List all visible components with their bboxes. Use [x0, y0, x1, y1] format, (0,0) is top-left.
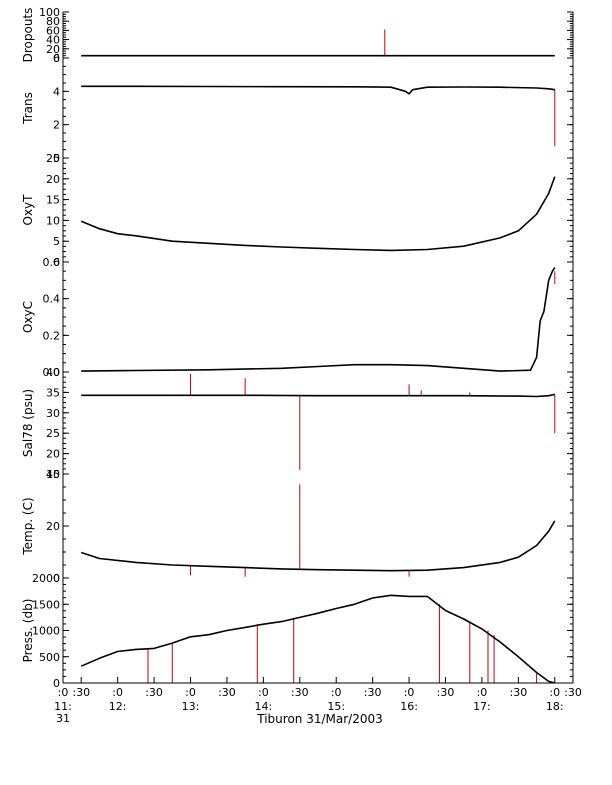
- panel-5-ylabel: Temp. (C): [21, 497, 35, 555]
- panel-3-ytick-label: 0.2: [43, 329, 61, 342]
- x-axis-label: Tiburon 31/Mar/2003: [256, 712, 382, 726]
- x-tick-label: :0: [258, 686, 269, 699]
- panel-6-series-line: [80, 594, 556, 684]
- panel-4-ytick-label: 25: [46, 427, 60, 440]
- panel-2-series-line: [80, 176, 556, 252]
- panel-5-ytick-label: 20: [46, 520, 60, 533]
- panel-2-ytick-label: 25: [46, 152, 60, 165]
- x-tick-label: :30: [364, 686, 382, 699]
- panel-0-ytick-label: 40: [46, 34, 60, 47]
- panel-6-ytick-label: 1000: [32, 625, 60, 638]
- x-tick-hour-label: 11:: [54, 700, 72, 713]
- x-tick-hour-label: 15:: [327, 700, 345, 713]
- x-tick-label: :30: [72, 686, 90, 699]
- panel-2-ytick-label: 20: [46, 173, 60, 186]
- panel-4-ytick-label: 30: [46, 407, 60, 420]
- panel-2-ytick-label: 10: [46, 214, 60, 227]
- x-tick-hour-label: 13:: [182, 700, 200, 713]
- panel-5-ytick-label: 40: [46, 468, 60, 481]
- panel-0-ytick-label: 0: [53, 52, 60, 65]
- x-tick-day-label: 31: [56, 712, 70, 725]
- x-tick-hour-label: 14:: [255, 700, 273, 713]
- panel-6-ytick-label: 2000: [32, 572, 60, 585]
- x-tick-hour-label: 12:: [109, 700, 127, 713]
- panel-5-ytick-label: 0: [53, 572, 60, 585]
- panel-6-ylabel: Press. (db): [21, 599, 35, 663]
- panel-4: 15 20 25 30 35 40 Sal78 (psu): [21, 366, 574, 481]
- x-tick-label: :30: [145, 686, 163, 699]
- panel-2-ytick-label: 5: [53, 235, 60, 248]
- panel-2-ylabel: OxyT: [21, 194, 35, 226]
- panel-4-ytick-label: 15: [46, 468, 60, 481]
- panel-5: 0 20 40 Temp. (C): [21, 468, 574, 585]
- panel-3-ytick-label: 0.4: [43, 293, 61, 306]
- panels-layer: 020406080100Dropouts0246Trans0510152025O…: [21, 6, 574, 690]
- panel-2: 0 5 10 15 20 25 OxyT: [21, 152, 574, 269]
- x-tick-label: :0: [477, 686, 488, 699]
- panel-1-ytick-label: 4: [53, 85, 60, 98]
- x-tick-hour-label: 16:: [400, 700, 418, 713]
- x-tick-label: :30: [437, 686, 455, 699]
- panel-1-ytick-label: 0: [53, 152, 60, 165]
- panel-3-ylabel: OxyC: [21, 301, 35, 333]
- panel-1: 0 2 4 6 Trans: [21, 52, 574, 165]
- panel-3-ytick-label: 0.6: [43, 256, 61, 269]
- x-tick-label: :0: [331, 686, 342, 699]
- panel-3: 0.0 0.2 0.4 0.6 OxyC: [21, 256, 574, 379]
- panel-6-ytick-label: 500: [39, 651, 60, 664]
- panel-5-series-line: [80, 520, 556, 572]
- panel-0-ytick-label: 60: [46, 24, 60, 37]
- panel-2-ytick-label: 15: [46, 194, 60, 207]
- x-tick-label: :30: [564, 686, 582, 699]
- panel-1-ytick-label: 2: [53, 119, 60, 132]
- x-tick-label: :0: [58, 686, 69, 699]
- panel-3-ytick-label: 0.0: [43, 366, 61, 379]
- x-tick-hour-label: 17:: [473, 700, 491, 713]
- panel-0-ylabel: Dropouts: [21, 8, 35, 63]
- panel-6-ytick-label: 0: [53, 677, 60, 690]
- x-tick-label: :30: [291, 686, 309, 699]
- panel-4-ytick-label: 20: [46, 448, 60, 461]
- panel-4-ylabel: Sal78 (psu): [21, 389, 35, 457]
- panel-4-series-line: [81, 393, 555, 398]
- panel-0-ytick-label: 20: [46, 43, 60, 56]
- x-tick-hour-label: 18:: [546, 700, 564, 713]
- panel-1-ytick-label: 6: [53, 52, 60, 65]
- x-tick-label: :0: [112, 686, 123, 699]
- x-tick-label: :0: [185, 686, 196, 699]
- panel-3-series-line: [81, 267, 556, 372]
- panel-1-ylabel: Trans: [21, 92, 35, 125]
- panel-2-ytick-label: 0: [53, 256, 60, 269]
- panel-0-ytick-label: 80: [46, 15, 60, 28]
- panel-1-series-line: [81, 85, 555, 95]
- panel-4-ytick-label: 40: [46, 366, 60, 379]
- panel-6-ytick-label: 1500: [32, 598, 60, 611]
- panel-4-ytick-label: 35: [46, 386, 60, 399]
- x-tick-label: :30: [218, 686, 236, 699]
- x-tick-label: :0: [549, 686, 560, 699]
- x-tick-label: :0: [404, 686, 415, 699]
- panel-6: 0 500 1000 1500 2000 Press. (db): [21, 572, 574, 690]
- x-tick-label: :30: [510, 686, 528, 699]
- panel-0-ytick-label: 100: [39, 6, 60, 19]
- x-axis: :011:31:30:012::30:013::30:014::30:015::…: [54, 677, 582, 725]
